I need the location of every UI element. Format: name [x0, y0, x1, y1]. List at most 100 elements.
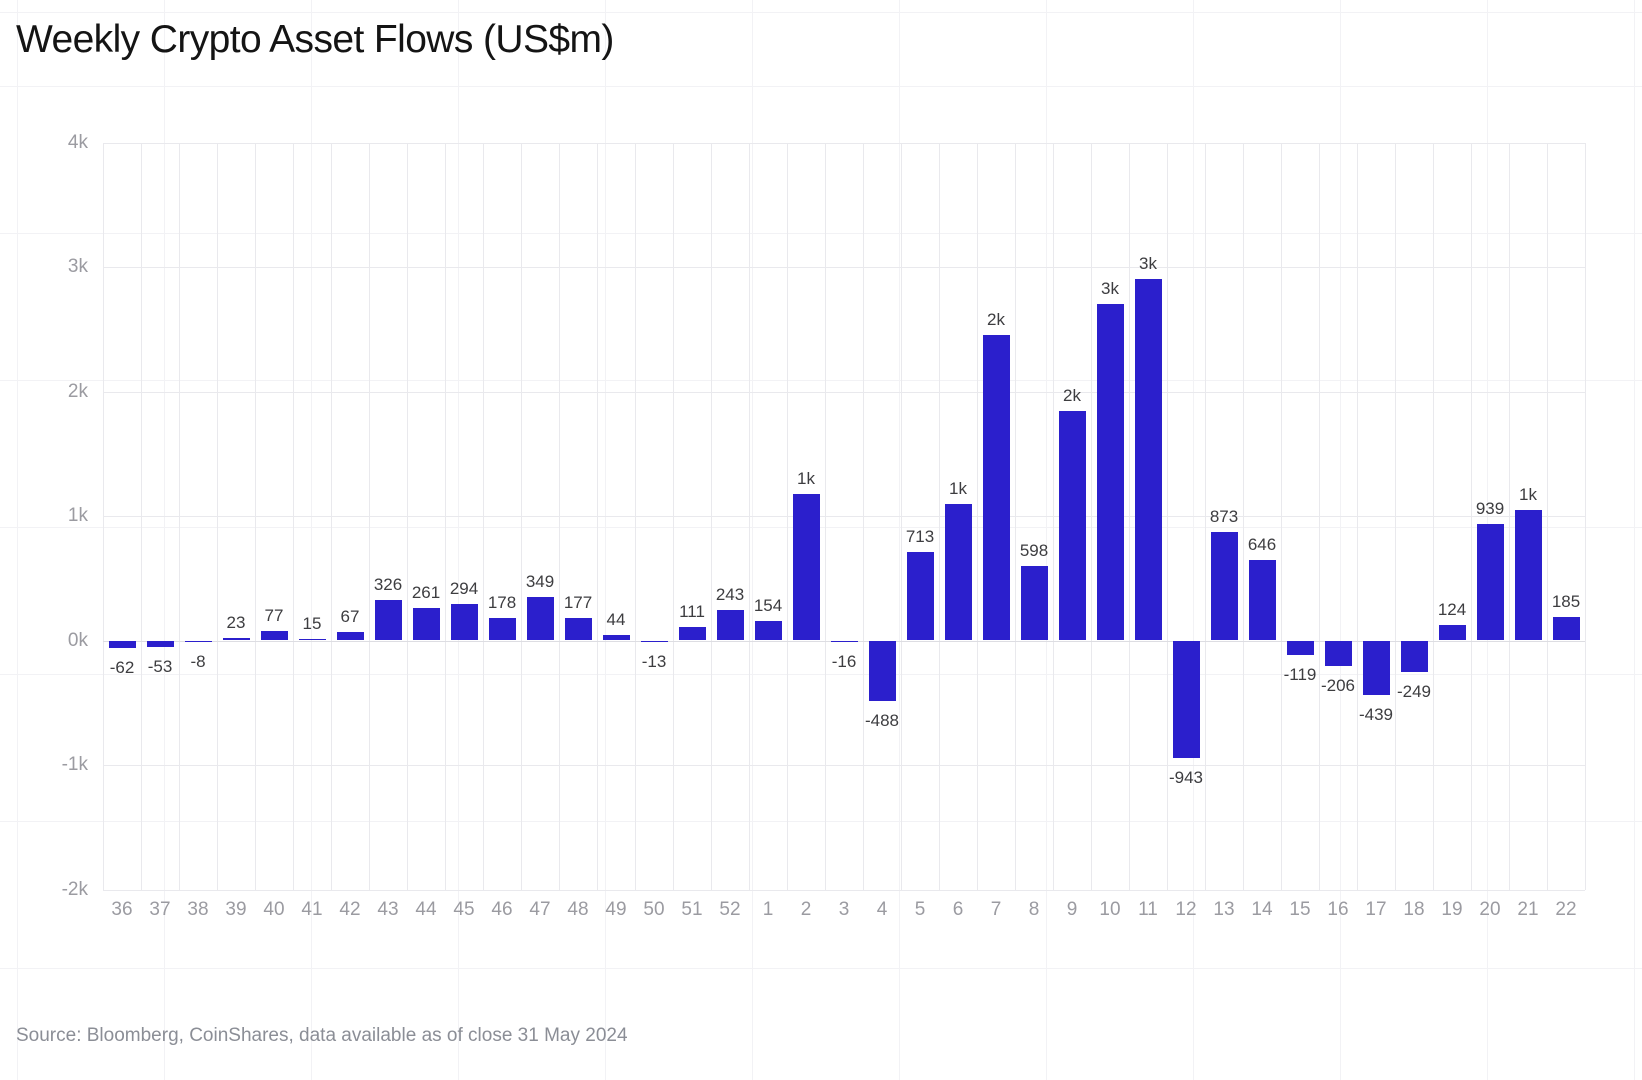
bar [1438, 625, 1466, 641]
x-tick-label: 37 [149, 899, 171, 920]
bar [1514, 509, 1542, 641]
x-tick-label: 46 [491, 899, 513, 920]
bar [108, 640, 136, 649]
x-tick-label: 4 [876, 899, 888, 920]
gridline-v [1585, 142, 1586, 890]
gridline-h [103, 142, 1585, 144]
x-tick-label: 9 [1066, 899, 1078, 920]
gridline-h [103, 391, 1585, 393]
bar-value-label: 873 [1209, 506, 1239, 526]
source-note: Source: Bloomberg, CoinShares, data avai… [16, 1025, 628, 1046]
bar-value-label: 111 [679, 601, 705, 621]
bar [336, 632, 364, 641]
bar-value-label: 15 [302, 613, 322, 633]
bar-value-label: 44 [606, 610, 626, 630]
bar [982, 335, 1010, 641]
bar-value-label: 646 [1247, 535, 1277, 555]
bar [678, 626, 706, 641]
bar [374, 599, 402, 641]
bar [146, 640, 174, 648]
x-tick-label: 5 [914, 899, 926, 920]
bar [602, 635, 630, 641]
bar-value-label: 177 [563, 593, 593, 613]
bar-value-label: 2k [987, 310, 1005, 330]
bar [1058, 411, 1086, 641]
bar [944, 503, 972, 641]
x-tick-label: 21 [1517, 899, 1539, 920]
bar-value-label: -53 [147, 657, 173, 677]
chart-title: Weekly Crypto Asset Flows (US$m) [16, 18, 614, 61]
y-tick-label: 0k [67, 629, 88, 651]
bar [640, 640, 668, 643]
x-tick-label: 12 [1175, 899, 1197, 920]
bar-value-label: 124 [1437, 600, 1467, 620]
x-tick-label: 40 [263, 899, 285, 920]
bar-value-label: 185 [1551, 592, 1581, 612]
bar-value-label: -943 [1168, 767, 1204, 787]
y-tick-label: 3k [67, 256, 88, 277]
bar-value-label: -8 [190, 651, 206, 671]
bar-value-label: 178 [487, 593, 517, 613]
x-tick-label: 44 [415, 899, 437, 920]
gridline-h [103, 765, 1585, 766]
gridline-h [103, 516, 1585, 517]
x-tick-label: 51 [681, 899, 703, 920]
y-tick-label: -2k [61, 878, 88, 900]
bar-value-label: 349 [525, 572, 555, 592]
bar [1020, 566, 1048, 641]
bar [1400, 640, 1428, 672]
x-tick-label: 16 [1327, 899, 1349, 920]
bar [184, 640, 212, 642]
x-tick-label: 47 [529, 899, 551, 920]
bar [792, 493, 820, 641]
x-tick-label: 6 [952, 899, 964, 920]
bar-value-label: 23 [226, 612, 246, 632]
bar-value-label: 77 [264, 605, 284, 625]
x-tick-label: 48 [567, 899, 589, 920]
bar [1476, 523, 1504, 641]
x-tick-label: 14 [1251, 899, 1273, 920]
bar [1552, 617, 1580, 641]
bar [450, 603, 478, 641]
x-tick-label: 1 [762, 899, 774, 920]
bar [830, 640, 858, 643]
x-tick-label: 38 [187, 899, 209, 920]
bar-value-label: 294 [449, 578, 479, 598]
bar-value-label: 154 [753, 596, 783, 616]
y-tick-label: 4k [67, 131, 88, 153]
bar [1210, 531, 1238, 641]
y-tick-label: -1k [61, 754, 88, 775]
x-tick-label: 20 [1479, 899, 1501, 920]
x-tick-label: 22 [1555, 899, 1577, 920]
x-tick-label: 7 [990, 899, 1002, 920]
bar [754, 621, 782, 641]
bar [1096, 304, 1124, 641]
bar-value-label: -206 [1320, 676, 1356, 696]
bar-value-label: -62 [109, 658, 135, 678]
bar-value-label: 3k [1139, 254, 1157, 274]
x-tick-label: 49 [605, 899, 627, 920]
bar-value-label: 3k [1101, 279, 1119, 299]
bar-value-label: -119 [1283, 665, 1317, 685]
bar-value-label: 326 [373, 574, 403, 594]
x-tick-label: 2 [800, 899, 812, 920]
bar [1172, 640, 1200, 758]
bar [1248, 560, 1276, 641]
y-tick-label: 2k [67, 380, 88, 402]
bar-value-label: 2k [1063, 386, 1081, 406]
x-tick-label: 8 [1028, 899, 1040, 920]
bar-value-label: -439 [1358, 705, 1394, 725]
bar [298, 638, 326, 641]
y-tick-label: 1k [67, 505, 88, 526]
bar [564, 618, 592, 641]
bar-value-label: -488 [864, 711, 900, 731]
bar-value-label: -249 [1396, 681, 1432, 701]
bar-value-label: 1k [797, 468, 815, 488]
gridline-h [103, 889, 1585, 891]
x-tick-label: 41 [301, 899, 323, 920]
bar-value-label: 713 [905, 526, 935, 546]
bar [222, 637, 250, 641]
background-grid-hairline [0, 12, 1642, 13]
